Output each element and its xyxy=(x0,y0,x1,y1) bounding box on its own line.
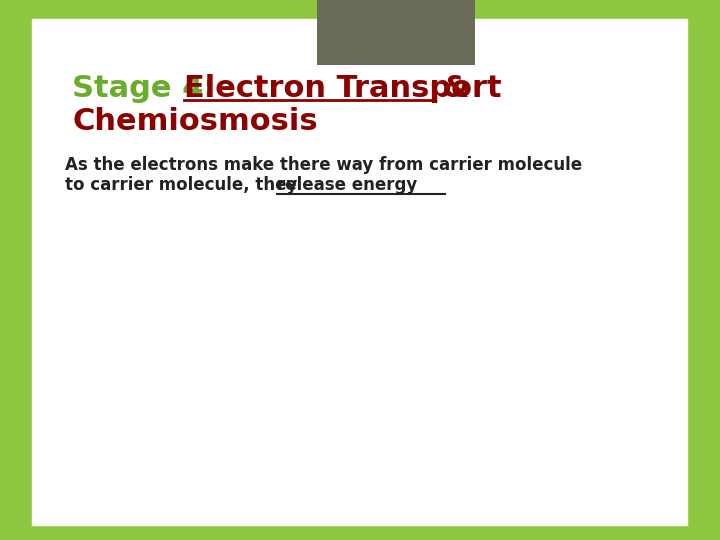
Ellipse shape xyxy=(382,295,426,319)
Bar xyxy=(90,319,648,360)
Circle shape xyxy=(197,318,205,324)
Circle shape xyxy=(618,355,627,361)
Circle shape xyxy=(136,355,145,361)
Circle shape xyxy=(498,318,507,324)
Circle shape xyxy=(634,355,642,361)
Text: release energy: release energy xyxy=(277,176,423,194)
Circle shape xyxy=(438,318,446,324)
Circle shape xyxy=(618,318,627,324)
Text: As the electrons make there way from carrier molecule: As the electrons make there way from car… xyxy=(65,156,582,174)
Circle shape xyxy=(333,355,341,361)
Circle shape xyxy=(242,355,251,361)
Circle shape xyxy=(498,355,507,361)
Ellipse shape xyxy=(210,359,248,382)
Circle shape xyxy=(227,318,235,324)
Circle shape xyxy=(91,318,100,324)
Circle shape xyxy=(558,318,567,324)
Circle shape xyxy=(362,355,371,361)
Circle shape xyxy=(151,355,160,361)
Ellipse shape xyxy=(423,310,490,389)
Circle shape xyxy=(333,318,341,324)
Circle shape xyxy=(423,318,431,324)
Circle shape xyxy=(257,318,266,324)
Circle shape xyxy=(136,318,145,324)
Text: to carrier molecule, they: to carrier molecule, they xyxy=(65,176,303,194)
Bar xyxy=(90,358,648,481)
Circle shape xyxy=(588,355,597,361)
Circle shape xyxy=(181,318,190,324)
Circle shape xyxy=(318,355,326,361)
Circle shape xyxy=(347,355,356,361)
Text: &: & xyxy=(432,74,469,103)
Circle shape xyxy=(272,318,281,324)
Circle shape xyxy=(377,355,386,361)
Circle shape xyxy=(212,355,220,361)
Circle shape xyxy=(272,355,281,361)
Circle shape xyxy=(408,318,416,324)
Circle shape xyxy=(181,355,190,361)
Circle shape xyxy=(513,355,522,361)
Circle shape xyxy=(377,318,386,324)
Circle shape xyxy=(302,318,311,324)
Circle shape xyxy=(573,355,582,361)
Circle shape xyxy=(528,318,537,324)
Circle shape xyxy=(166,318,175,324)
Circle shape xyxy=(91,355,100,361)
Circle shape xyxy=(408,355,416,361)
Text: Stage 4:: Stage 4: xyxy=(72,74,226,103)
Circle shape xyxy=(483,355,492,361)
Circle shape xyxy=(166,355,175,361)
Circle shape xyxy=(197,355,205,361)
Bar xyxy=(337,310,372,360)
Circle shape xyxy=(287,318,296,324)
Circle shape xyxy=(588,318,597,324)
Circle shape xyxy=(392,318,401,324)
Circle shape xyxy=(318,318,326,324)
Circle shape xyxy=(212,318,220,324)
Circle shape xyxy=(347,318,356,324)
Circle shape xyxy=(362,318,371,324)
Circle shape xyxy=(151,318,160,324)
Circle shape xyxy=(107,318,115,324)
Circle shape xyxy=(543,318,552,324)
Ellipse shape xyxy=(258,321,306,345)
Circle shape xyxy=(453,318,462,324)
Circle shape xyxy=(528,355,537,361)
Circle shape xyxy=(423,355,431,361)
Circle shape xyxy=(392,355,401,361)
Circle shape xyxy=(438,355,446,361)
Circle shape xyxy=(242,318,251,324)
Circle shape xyxy=(483,318,492,324)
Circle shape xyxy=(513,318,522,324)
Circle shape xyxy=(649,355,657,361)
Text: 2 e⁻: 2 e⁻ xyxy=(215,364,243,377)
Circle shape xyxy=(227,355,235,361)
Circle shape xyxy=(603,355,612,361)
Circle shape xyxy=(468,318,477,324)
Circle shape xyxy=(649,318,657,324)
Circle shape xyxy=(107,355,115,361)
Circle shape xyxy=(122,355,130,361)
Text: Electron Transport: Electron Transport xyxy=(184,74,501,103)
Circle shape xyxy=(287,355,296,361)
Circle shape xyxy=(122,318,130,324)
Circle shape xyxy=(257,355,266,361)
Circle shape xyxy=(302,355,311,361)
Circle shape xyxy=(634,318,642,324)
Circle shape xyxy=(603,318,612,324)
Circle shape xyxy=(453,355,462,361)
Circle shape xyxy=(543,355,552,361)
Circle shape xyxy=(468,355,477,361)
Ellipse shape xyxy=(148,306,227,389)
Text: Chemiosmosis: Chemiosmosis xyxy=(72,106,318,136)
Circle shape xyxy=(573,318,582,324)
Circle shape xyxy=(558,355,567,361)
